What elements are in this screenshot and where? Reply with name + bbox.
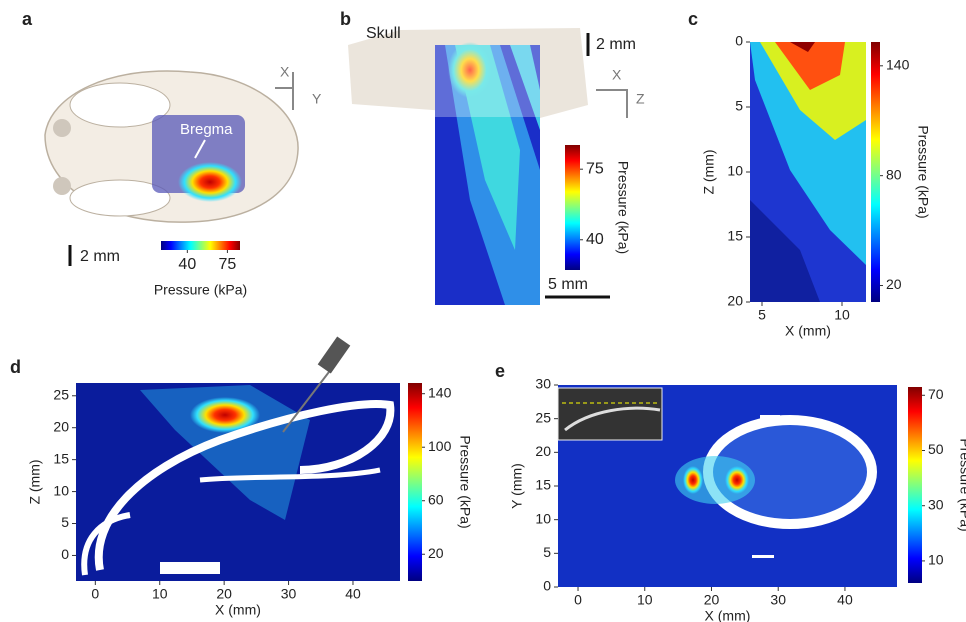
colorbar-tick-label: 140	[886, 57, 910, 73]
y-axis-label: Z (mm)	[27, 459, 43, 504]
x-tick-label: 0	[574, 592, 582, 608]
annotation: Y	[312, 91, 322, 107]
panel-letter: e	[495, 361, 505, 381]
colorbar-label: Pressure (kPa)	[154, 282, 247, 298]
colorbar-tick-label: 50	[928, 441, 944, 457]
pressure-map	[558, 385, 897, 587]
x-tick-label: 10	[834, 307, 850, 323]
y-tick-label: 15	[727, 228, 743, 244]
x-axis-label: X (mm)	[215, 602, 261, 618]
y-tick-label: 10	[727, 163, 743, 179]
colorbar-tick-label: 20	[886, 276, 902, 292]
colorbar-label: Pressure (kPa)	[615, 161, 631, 254]
axis-arrows	[596, 90, 627, 118]
colorbar	[908, 387, 922, 583]
colorbar-tick-label: 40	[178, 256, 196, 273]
y-tick-label: 15	[535, 477, 551, 493]
y-tick-label: 25	[53, 386, 69, 402]
colorbar-label: Pressure (kPa)	[915, 125, 931, 218]
pressure-map	[76, 336, 400, 581]
colorbar-tick-label: 80	[886, 166, 902, 182]
y-tick-label: 15	[53, 450, 69, 466]
colorbar-tick-label: 75	[586, 160, 604, 177]
x-axis-label: X (mm)	[705, 608, 751, 622]
colorbar	[565, 145, 580, 270]
x-tick-label: 40	[837, 592, 853, 608]
pressure-map	[435, 42, 540, 305]
y-tick-label: 0	[543, 578, 551, 594]
annotation: X	[612, 67, 622, 83]
figure: a Bregma X Y 2 mm b Skull 2 mm X Z 5 mm …	[0, 0, 966, 622]
y-tick-label: 10	[53, 482, 69, 498]
y-tick-label: 5	[735, 98, 743, 114]
y-tick-label: 10	[535, 510, 551, 526]
x-axis-label: X (mm)	[785, 323, 831, 339]
colorbar-tick-label: 140	[428, 384, 452, 400]
annotation: 5 mm	[548, 276, 588, 293]
y-tick-label: 5	[61, 514, 69, 530]
y-tick-label: 25	[535, 409, 551, 425]
annotation: X	[280, 64, 290, 80]
annotation: Skull	[366, 25, 401, 42]
panel-letter: b	[340, 9, 351, 29]
colorbar-tick-label: 30	[928, 496, 944, 512]
colorbar-label: Pressure (kPa)	[957, 438, 966, 531]
focal-spot	[178, 162, 242, 202]
x-tick-label: 0	[91, 586, 99, 602]
x-tick-label: 10	[637, 592, 653, 608]
colorbar	[161, 241, 240, 250]
y-tick-label: 0	[61, 546, 69, 562]
y-axis-label: Z (mm)	[701, 149, 717, 194]
colorbar-tick-label: 20	[428, 545, 444, 561]
x-tick-label: 20	[216, 586, 232, 602]
colorbar-tick-label: 40	[586, 231, 604, 248]
pressure-map	[750, 42, 866, 302]
y-tick-label: 5	[543, 544, 551, 560]
y-tick-label: 0	[735, 33, 743, 49]
annotation: 2 mm	[80, 248, 120, 265]
colorbar	[408, 383, 422, 581]
x-tick-label: 5	[758, 307, 766, 323]
y-tick-label: 20	[727, 293, 743, 309]
y-tick-label: 20	[535, 443, 551, 459]
colorbar-tick-label: 10	[928, 552, 944, 568]
colorbar-label: Pressure (kPa)	[457, 435, 473, 528]
colorbar-tick-label: 75	[219, 256, 237, 273]
panel-letter: c	[688, 9, 698, 29]
colorbar	[871, 42, 880, 302]
y-tick-label: 30	[535, 376, 551, 392]
colorbar-tick-label: 70	[928, 386, 944, 402]
x-tick-label: 20	[704, 592, 720, 608]
x-tick-label: 40	[345, 586, 361, 602]
annotation: Bregma	[180, 121, 233, 138]
x-tick-label: 30	[770, 592, 786, 608]
x-tick-label: 10	[152, 586, 168, 602]
annotation: 2 mm	[596, 36, 636, 53]
panel-letter: a	[22, 9, 33, 29]
annotation: Z	[636, 91, 645, 107]
x-tick-label: 30	[281, 586, 297, 602]
colorbar-tick-label: 100	[428, 438, 452, 454]
panel-letter: d	[10, 357, 21, 377]
colorbar-tick-label: 60	[428, 491, 444, 507]
y-axis-label: Y (mm)	[509, 463, 525, 509]
y-tick-label: 20	[53, 418, 69, 434]
